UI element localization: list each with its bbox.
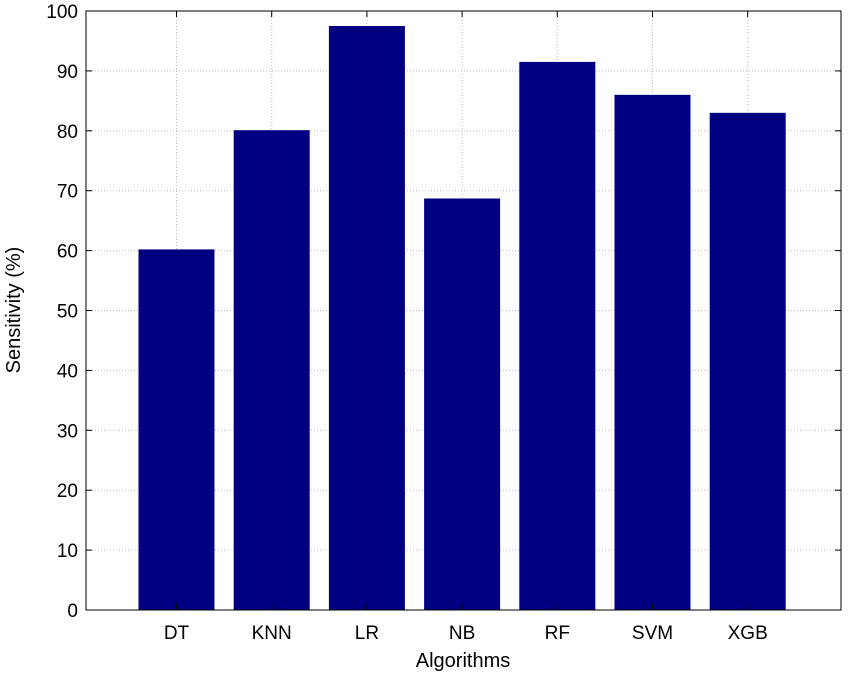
bar-nb <box>424 198 501 610</box>
bar-rf <box>519 61 596 611</box>
x-tick-label: KNN <box>252 623 292 644</box>
bar-dt <box>138 249 215 611</box>
y-tick-label: 60 <box>57 242 78 263</box>
bar-lr <box>328 25 405 611</box>
y-tick-label: 50 <box>57 302 78 323</box>
y-tick-label: 40 <box>57 361 78 382</box>
x-axis-title: Algorithms <box>416 650 510 672</box>
x-tick-label: XGB <box>728 623 768 644</box>
y-tick-label: 100 <box>46 2 78 23</box>
y-tick-label: 70 <box>57 182 78 203</box>
y-tick-label: 90 <box>57 62 78 83</box>
y-tick-label: 30 <box>57 421 78 442</box>
axis-ticks <box>86 10 841 611</box>
y-tick-label: 20 <box>57 481 78 502</box>
y-tick-label: 80 <box>57 122 78 143</box>
x-tick-labels: DT KNN LR NB RF SVM XGB <box>164 623 768 644</box>
x-tick-label: DT <box>164 623 190 644</box>
y-axis-title: Sensitivity (%) <box>3 247 25 374</box>
bar-xgb <box>709 112 786 610</box>
bar-svm <box>614 94 691 611</box>
bar-knn <box>233 130 310 611</box>
y-tick-label: 0 <box>67 601 78 622</box>
x-tick-label: LR <box>355 623 379 644</box>
x-tick-label: NB <box>449 623 475 644</box>
x-tick-label: SVM <box>632 623 673 644</box>
bars <box>138 25 786 611</box>
y-tick-label: 10 <box>57 541 78 562</box>
x-tick-label: RF <box>545 623 570 644</box>
y-tick-labels: 0 10 20 30 40 50 60 70 80 90 100 <box>46 2 78 622</box>
